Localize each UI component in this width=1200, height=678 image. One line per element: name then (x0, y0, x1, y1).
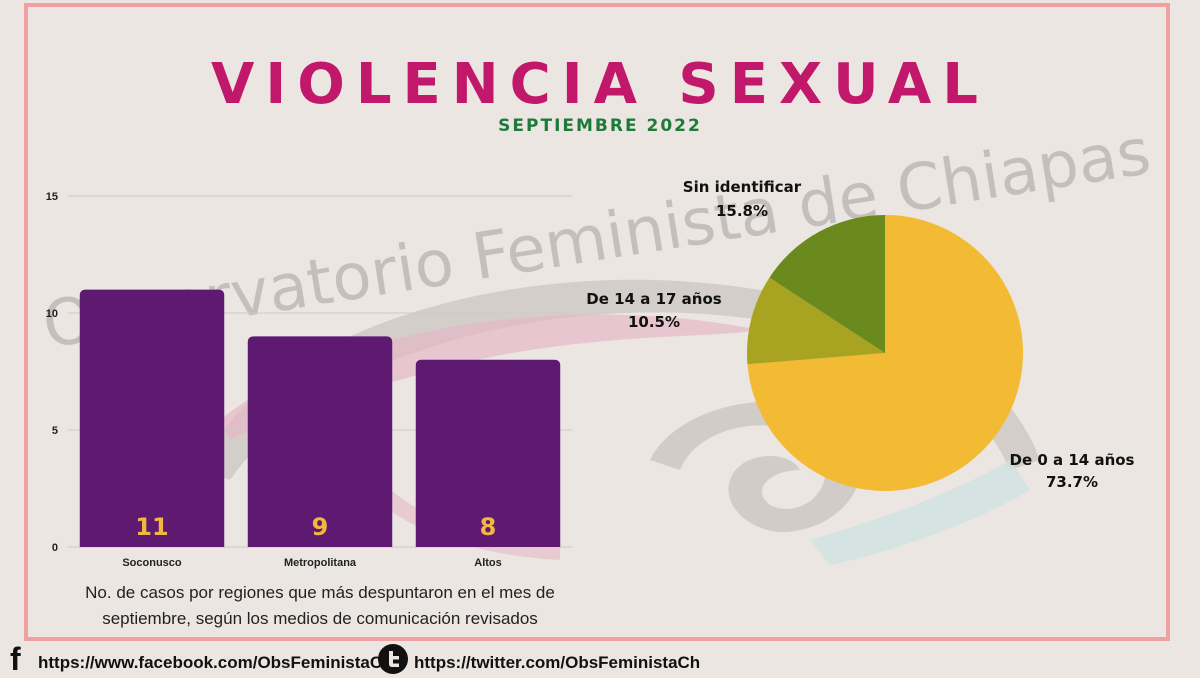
pie-slice (747, 215, 1024, 491)
page-subtitle: SEPTIEMBRE 2022 (498, 116, 702, 136)
facebook-link[interactable]: https://www.facebook.com/ObsFeministaCh/ (38, 653, 398, 672)
x-tick-label: Soconusco (122, 557, 182, 569)
bar-data-label: 8 (480, 513, 497, 541)
y-tick-label: 15 (46, 191, 58, 203)
y-tick-label: 0 (52, 542, 58, 554)
bar (79, 289, 225, 547)
bar-data-label: 11 (135, 513, 168, 541)
page-frame (24, 3, 1170, 641)
pie-slice-label: De 0 a 14 años (1010, 451, 1135, 469)
page-title: VIOLENCIA SEXUAL (211, 52, 989, 117)
facebook-icon[interactable]: f (10, 641, 21, 677)
bar (415, 359, 561, 547)
pie-slice-percent: 10.5% (628, 313, 680, 331)
bar (247, 336, 393, 547)
x-tick-label: Metropolitana (284, 557, 357, 569)
pie-slice-percent: 73.7% (1046, 473, 1098, 491)
pie-slice (747, 277, 885, 365)
footer: f https://www.facebook.com/ObsFeministaC… (0, 641, 1200, 675)
pie-slice-label: Sin identificar (683, 178, 802, 196)
pie-slice-percent: 15.8% (716, 202, 768, 220)
bar-data-label: 9 (312, 513, 329, 541)
pie-slice (769, 215, 885, 353)
twitter-link[interactable]: https://twitter.com/ObsFeministaCh (414, 653, 701, 672)
twitter-icon[interactable] (378, 644, 408, 674)
chart-caption: No. de casos por regiones que más despun… (85, 583, 555, 628)
pie-slice-label: De 14 a 17 años (586, 290, 721, 308)
y-tick-label: 5 (52, 425, 58, 437)
pie-chart: De 0 a 14 años 73.7% De 14 a 17 años 10.5% S… (586, 178, 1135, 491)
x-tick-label: Altos (474, 557, 502, 569)
bar-chart: 0 5 10 15 11 Soconusco 9 Metropolitana 8 Altos (46, 191, 572, 569)
y-tick-label: 10 (46, 308, 58, 320)
